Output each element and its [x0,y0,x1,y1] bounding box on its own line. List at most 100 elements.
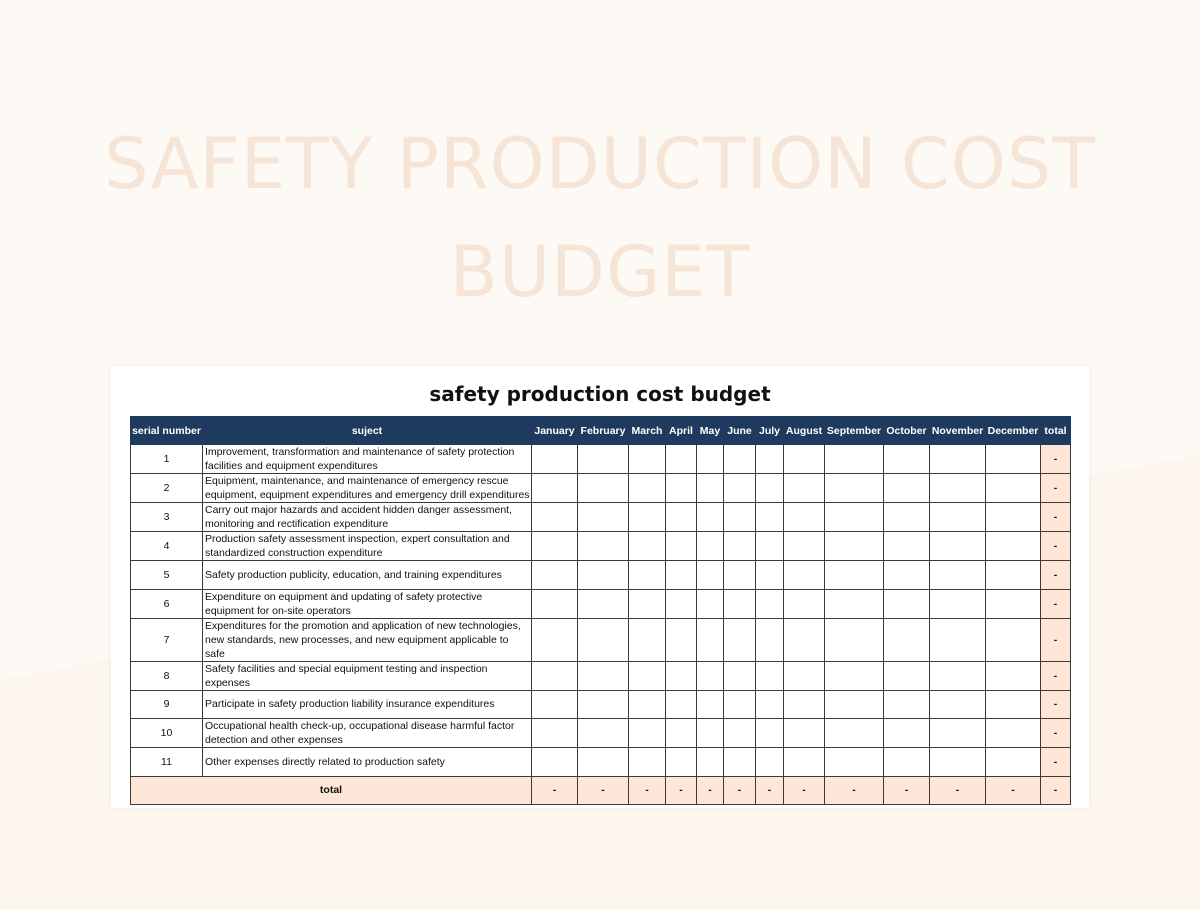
month-cell-june[interactable] [723,560,756,590]
serial-number-cell[interactable]: 8 [130,660,203,691]
month-cell-january[interactable] [531,747,578,777]
month-cell-july[interactable] [755,588,784,619]
month-cell-august[interactable] [783,588,825,619]
month-cell-april[interactable] [665,718,697,748]
month-cell-june[interactable] [723,473,756,503]
total-month-cell-october[interactable]: - [883,775,930,805]
month-cell-january[interactable] [531,531,578,561]
serial-number-cell[interactable]: 9 [130,689,203,719]
serial-number-cell[interactable]: 10 [130,718,203,748]
month-cell-april[interactable] [665,473,697,503]
subject-cell[interactable]: Expenditures for the promotion and appli… [202,617,532,662]
month-cell-march[interactable] [628,617,666,662]
total-month-cell-july[interactable]: - [755,775,784,805]
month-cell-april[interactable] [665,531,697,561]
month-cell-april[interactable] [665,502,697,532]
total-month-cell-may[interactable]: - [696,775,724,805]
month-cell-december[interactable] [985,617,1041,662]
month-cell-october[interactable] [883,502,930,532]
month-cell-january[interactable] [531,473,578,503]
month-cell-february[interactable] [577,560,629,590]
month-cell-february[interactable] [577,444,629,474]
subject-cell[interactable]: Expenditure on equipment and updating of… [202,588,532,619]
month-cell-june[interactable] [723,718,756,748]
month-cell-may[interactable] [696,560,724,590]
month-cell-november[interactable] [929,444,986,474]
month-cell-june[interactable] [723,588,756,619]
month-cell-june[interactable] [723,502,756,532]
month-cell-march[interactable] [628,560,666,590]
subject-cell[interactable]: Improvement, transformation and maintena… [202,444,532,474]
total-month-cell-november[interactable]: - [929,775,986,805]
serial-number-cell[interactable]: 1 [130,444,203,474]
month-cell-july[interactable] [755,560,784,590]
month-cell-february[interactable] [577,531,629,561]
month-cell-november[interactable] [929,617,986,662]
month-cell-september[interactable] [824,473,884,503]
month-cell-april[interactable] [665,747,697,777]
month-cell-december[interactable] [985,560,1041,590]
serial-number-cell[interactable]: 2 [130,473,203,503]
month-cell-july[interactable] [755,718,784,748]
month-cell-december[interactable] [985,689,1041,719]
serial-number-cell[interactable]: 4 [130,531,203,561]
month-cell-february[interactable] [577,588,629,619]
month-cell-september[interactable] [824,617,884,662]
row-total-cell[interactable]: - [1040,473,1071,503]
month-cell-march[interactable] [628,689,666,719]
total-month-cell-june[interactable]: - [723,775,756,805]
total-month-cell-september[interactable]: - [824,775,884,805]
grand-total-cell[interactable]: - [1040,775,1071,805]
month-cell-march[interactable] [628,660,666,691]
month-cell-december[interactable] [985,747,1041,777]
month-cell-june[interactable] [723,444,756,474]
month-cell-october[interactable] [883,617,930,662]
month-cell-may[interactable] [696,747,724,777]
month-cell-february[interactable] [577,502,629,532]
month-cell-february[interactable] [577,617,629,662]
month-cell-march[interactable] [628,473,666,503]
month-cell-june[interactable] [723,660,756,691]
month-cell-may[interactable] [696,531,724,561]
month-cell-july[interactable] [755,660,784,691]
month-cell-january[interactable] [531,560,578,590]
month-cell-july[interactable] [755,473,784,503]
month-cell-october[interactable] [883,473,930,503]
month-cell-september[interactable] [824,560,884,590]
row-total-cell[interactable]: - [1040,689,1071,719]
month-cell-september[interactable] [824,718,884,748]
month-cell-august[interactable] [783,444,825,474]
month-cell-october[interactable] [883,718,930,748]
month-cell-september[interactable] [824,747,884,777]
month-cell-december[interactable] [985,588,1041,619]
month-cell-november[interactable] [929,473,986,503]
month-cell-april[interactable] [665,617,697,662]
month-cell-january[interactable] [531,444,578,474]
month-cell-may[interactable] [696,473,724,503]
month-cell-september[interactable] [824,502,884,532]
month-cell-january[interactable] [531,718,578,748]
month-cell-september[interactable] [824,660,884,691]
month-cell-december[interactable] [985,531,1041,561]
month-cell-february[interactable] [577,747,629,777]
month-cell-july[interactable] [755,444,784,474]
month-cell-march[interactable] [628,444,666,474]
month-cell-december[interactable] [985,718,1041,748]
total-month-cell-january[interactable]: - [531,775,578,805]
month-cell-october[interactable] [883,531,930,561]
month-cell-july[interactable] [755,502,784,532]
month-cell-january[interactable] [531,502,578,532]
serial-number-cell[interactable]: 6 [130,588,203,619]
month-cell-june[interactable] [723,747,756,777]
month-cell-september[interactable] [824,588,884,619]
month-cell-november[interactable] [929,502,986,532]
total-month-cell-march[interactable]: - [628,775,666,805]
month-cell-march[interactable] [628,718,666,748]
row-total-cell[interactable]: - [1040,531,1071,561]
month-cell-may[interactable] [696,718,724,748]
month-cell-october[interactable] [883,444,930,474]
month-cell-january[interactable] [531,617,578,662]
month-cell-october[interactable] [883,660,930,691]
month-cell-april[interactable] [665,444,697,474]
month-cell-may[interactable] [696,588,724,619]
